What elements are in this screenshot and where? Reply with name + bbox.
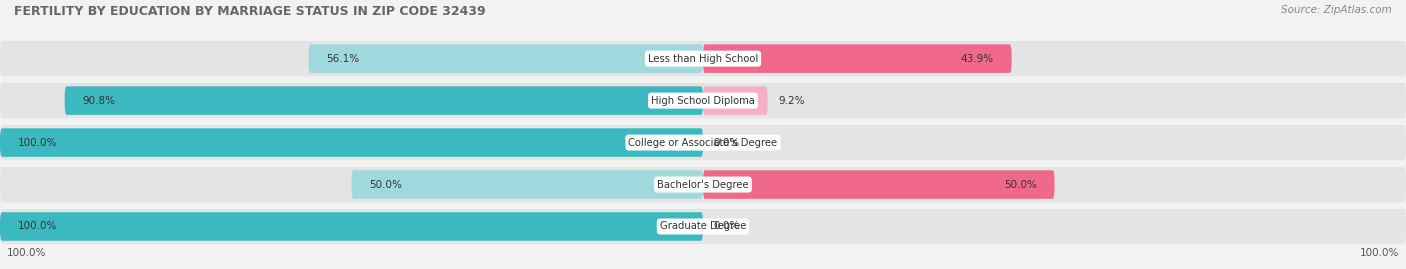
Text: Graduate Degree: Graduate Degree — [659, 221, 747, 232]
Text: 100.0%: 100.0% — [7, 248, 46, 258]
FancyBboxPatch shape — [0, 212, 703, 241]
FancyBboxPatch shape — [0, 167, 1406, 202]
FancyBboxPatch shape — [65, 86, 703, 115]
FancyBboxPatch shape — [0, 128, 703, 157]
FancyBboxPatch shape — [0, 41, 1406, 76]
Text: 100.0%: 100.0% — [17, 137, 58, 148]
Text: 90.8%: 90.8% — [82, 95, 115, 106]
FancyBboxPatch shape — [0, 125, 1406, 160]
Text: 0.0%: 0.0% — [713, 137, 740, 148]
FancyBboxPatch shape — [703, 86, 768, 115]
FancyBboxPatch shape — [0, 83, 1406, 118]
FancyBboxPatch shape — [703, 44, 1012, 73]
Text: 100.0%: 100.0% — [17, 221, 58, 232]
Text: Less than High School: Less than High School — [648, 54, 758, 64]
Text: 100.0%: 100.0% — [1360, 248, 1399, 258]
FancyBboxPatch shape — [352, 170, 703, 199]
Text: High School Diploma: High School Diploma — [651, 95, 755, 106]
Text: 50.0%: 50.0% — [368, 179, 402, 190]
Text: Source: ZipAtlas.com: Source: ZipAtlas.com — [1281, 5, 1392, 15]
Text: 56.1%: 56.1% — [326, 54, 360, 64]
Text: 43.9%: 43.9% — [960, 54, 994, 64]
FancyBboxPatch shape — [0, 209, 1406, 244]
Text: Bachelor's Degree: Bachelor's Degree — [657, 179, 749, 190]
FancyBboxPatch shape — [703, 170, 1054, 199]
Text: 50.0%: 50.0% — [1004, 179, 1038, 190]
FancyBboxPatch shape — [308, 44, 703, 73]
Text: FERTILITY BY EDUCATION BY MARRIAGE STATUS IN ZIP CODE 32439: FERTILITY BY EDUCATION BY MARRIAGE STATU… — [14, 5, 485, 18]
Text: College or Associate's Degree: College or Associate's Degree — [628, 137, 778, 148]
Text: 0.0%: 0.0% — [713, 221, 740, 232]
Text: 9.2%: 9.2% — [779, 95, 804, 106]
